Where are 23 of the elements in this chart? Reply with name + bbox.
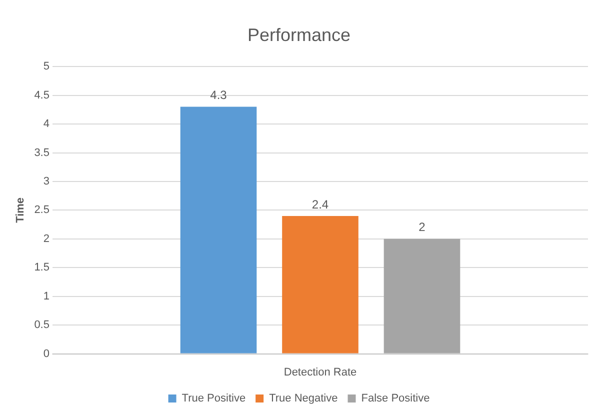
y-tick-label: 0 <box>43 348 50 360</box>
legend-label: True Positive <box>182 392 246 405</box>
y-tick-label: 2.5 <box>34 204 50 216</box>
bar <box>282 216 358 354</box>
data-label: 4.3 <box>210 88 228 102</box>
data-label: 2.4 <box>312 197 329 212</box>
y-tick-label: 4 <box>43 118 50 130</box>
bar <box>180 106 257 354</box>
y-tick-label: 4.5 <box>34 89 50 102</box>
data-label: 2 <box>418 220 426 234</box>
legend-label: False Positive <box>361 392 430 405</box>
y-tick-label: 1.5 <box>34 262 50 274</box>
y-tick-label: 3 <box>43 176 50 188</box>
y-tick-label: 5 <box>43 60 50 73</box>
y-tick-label: 0.5 <box>34 319 50 332</box>
legend-label: True Negative <box>269 392 338 405</box>
y-tick-label: 2 <box>43 232 50 245</box>
y-axis-title: Time <box>14 197 27 223</box>
y-tick-label: 3.5 <box>34 146 50 159</box>
y-tick-label: 1 <box>43 290 50 302</box>
bar <box>384 238 460 354</box>
chart-title: Performance <box>247 24 351 45</box>
x-axis-title: Detection Rate <box>284 366 357 378</box>
